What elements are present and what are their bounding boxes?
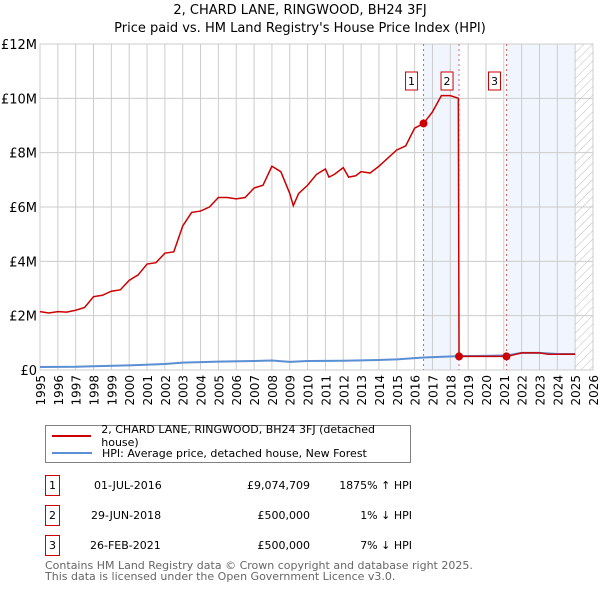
x-tick-label: 2001 — [141, 375, 155, 406]
x-tick-label: 2021 — [498, 375, 512, 406]
sale-marker-number: 1 — [408, 75, 415, 88]
x-tick-label: 2014 — [373, 375, 387, 406]
sale-hpi: 1% ↓ HPI — [360, 509, 412, 522]
legend-swatch-hpi — [52, 452, 92, 454]
legend-swatch-property — [52, 435, 92, 437]
footer-licence: This data is licensed under the Open Gov… — [45, 570, 396, 583]
x-tick-label: 2026 — [587, 375, 600, 406]
x-tick-label: 2022 — [516, 375, 530, 406]
y-tick-label: £10M — [1, 92, 37, 107]
y-tick-label: £4M — [9, 255, 37, 270]
footer-copyright: Contains HM Land Registry data © Crown c… — [45, 559, 473, 572]
sale-price: £500,000 — [257, 509, 311, 522]
x-tick-label: 2023 — [533, 375, 547, 406]
sale-date: 01-JUL-2016 — [94, 479, 162, 492]
sale-row: 1 01-JUL-2016 £9,074,709 1875% ↑ HPI — [45, 475, 445, 497]
x-tick-label: 2025 — [569, 375, 583, 406]
x-tick-label: 2018 — [444, 375, 458, 406]
sale-price: £9,074,709 — [247, 479, 310, 492]
x-tick-label: 2004 — [195, 375, 209, 406]
sale-hpi: 7% ↓ HPI — [360, 539, 412, 552]
x-tick-label: 2015 — [391, 375, 405, 406]
y-tick-label: £12M — [1, 38, 37, 53]
sale-marker-box — [405, 71, 419, 91]
x-tick-label: 1999 — [105, 375, 119, 406]
sale-marker-box — [487, 71, 501, 91]
x-tick-label: 2017 — [426, 375, 440, 406]
x-tick-label: 2008 — [266, 375, 280, 406]
x-tick-label: 2011 — [319, 375, 333, 406]
sale-marker-number: 2 — [444, 75, 451, 88]
x-tick-label: 2019 — [462, 375, 476, 406]
plot-border — [39, 43, 594, 371]
y-tick-label: £6M — [9, 201, 37, 216]
x-tick-label: 2013 — [355, 375, 369, 406]
y-tick-label: £8M — [9, 147, 37, 162]
sale-price: £500,000 — [257, 539, 311, 552]
chart-subtitle: Price paid vs. HM Land Registry's House … — [114, 21, 486, 36]
legend-label-hpi: HPI: Average price, detached house, New … — [102, 446, 367, 460]
x-tick-label: 2009 — [284, 375, 298, 406]
x-tick-label: 2006 — [230, 375, 244, 406]
chart-title: 2, CHARD LANE, RINGWOOD, BH24 3FJ — [173, 3, 427, 18]
sale-point — [419, 119, 428, 128]
legend-label-property: 2, CHARD LANE, RINGWOOD, BH24 3FJ (detac… — [101, 423, 375, 449]
x-tick-label: 2010 — [302, 375, 316, 406]
sale-date: 26-FEB-2021 — [90, 539, 161, 552]
sale-marker-box — [440, 71, 454, 91]
sale-hpi: 1875% ↑ HPI — [339, 479, 412, 492]
y-tick-label: £2M — [9, 310, 37, 325]
x-tick-label: 2005 — [212, 375, 226, 406]
x-tick-label: 1996 — [52, 375, 66, 406]
x-tick-label: 2016 — [409, 375, 423, 406]
x-tick-label: 2002 — [159, 375, 173, 406]
sale-point — [502, 352, 511, 361]
sale-marker-label: 2 — [45, 505, 60, 526]
y-tick-label: £0 — [20, 364, 37, 379]
plot-area: £0 £2M £4M £6M £8M £10M £12M 1995 1996 1997 1998 19… — [1, 38, 600, 406]
legend: 2, CHARD LANE, RINGWOOD, BH24 3FJ (detac… — [45, 423, 411, 463]
x-tick-label: 2020 — [480, 375, 494, 406]
x-tick-label: 2003 — [177, 375, 191, 406]
x-tick-label: 2024 — [551, 375, 565, 406]
sale-marker-number: 3 — [491, 75, 498, 88]
sale-marker-label: 1 — [45, 475, 60, 496]
sale-row: 2 29-JUN-2018 £500,000 1% ↓ HPI — [45, 505, 445, 527]
x-tick-label: 1997 — [70, 375, 84, 406]
x-tick-label: 1995 — [34, 375, 48, 406]
x-tick-label: 2000 — [123, 375, 137, 406]
sale-point — [455, 352, 464, 361]
x-tick-label: 2007 — [248, 375, 262, 406]
footer: Contains HM Land Registry data © Crown c… — [45, 560, 473, 582]
x-tick-label: 1998 — [88, 375, 102, 406]
sale-date: 29-JUN-2018 — [91, 509, 162, 522]
x-tick-label: 2012 — [337, 375, 351, 406]
sale-row: 3 26-FEB-2021 £500,000 7% ↓ HPI — [45, 535, 445, 557]
sale-marker-label: 3 — [45, 535, 60, 556]
property-price-line — [39, 94, 576, 358]
